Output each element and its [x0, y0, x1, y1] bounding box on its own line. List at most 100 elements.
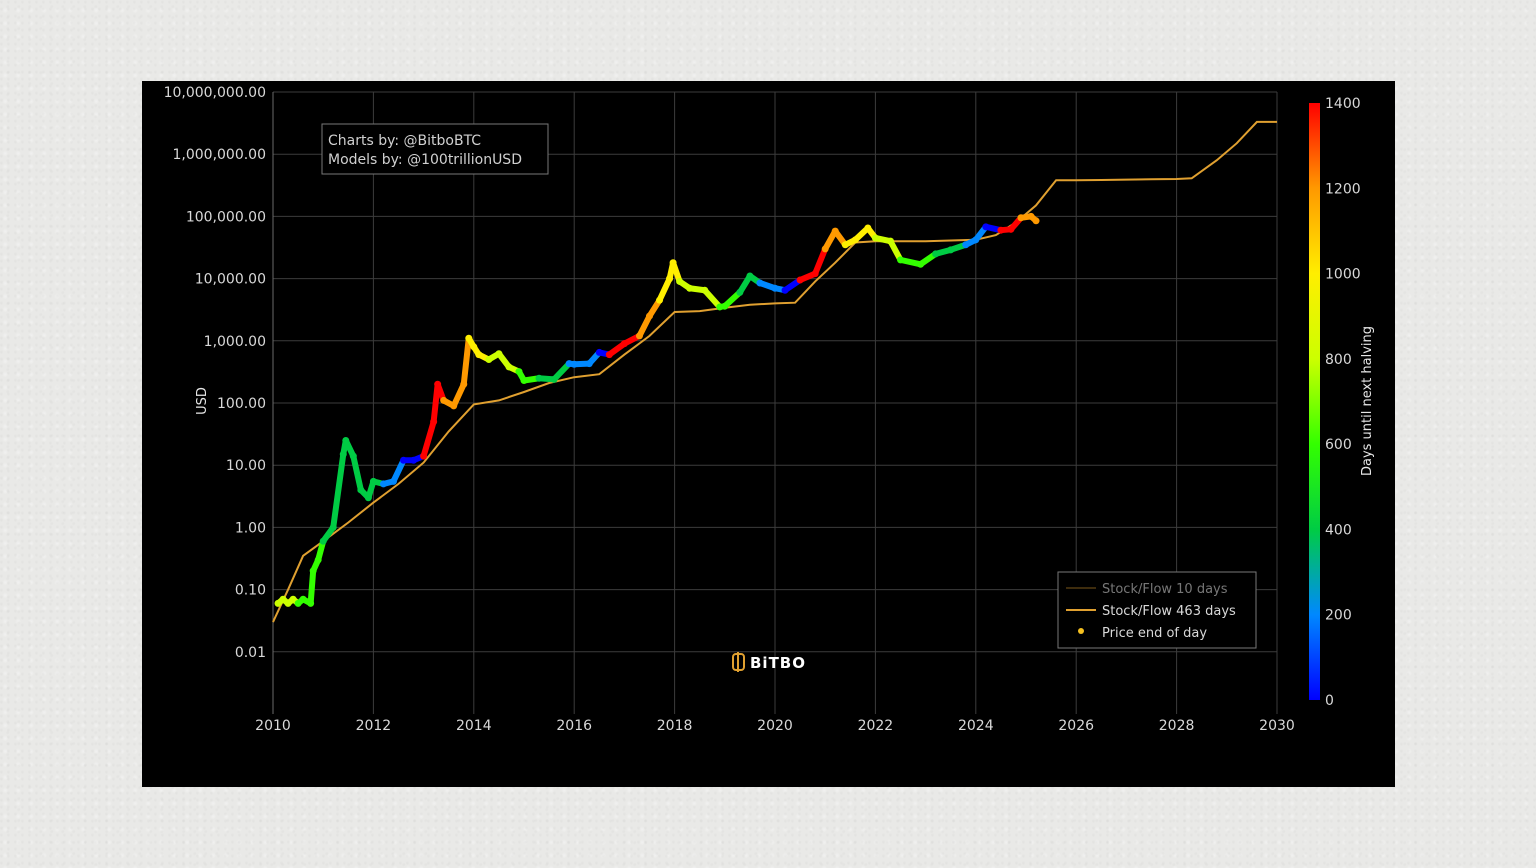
colorbar-tick-label: 1000	[1325, 267, 1361, 283]
brand-name: BiTBO	[750, 654, 806, 672]
legend-entry-sf463: Stock/Flow 463 days	[1102, 604, 1236, 619]
price-point	[721, 302, 729, 310]
price-chart: 2010 2012 2014 2016 2018 2020 2022 2024 2026 2028…	[164, 85, 1375, 734]
price-point	[279, 595, 287, 603]
price-point	[864, 224, 872, 232]
price-point	[771, 284, 779, 292]
price-point	[505, 363, 513, 371]
price-point	[349, 452, 357, 460]
price-point	[620, 340, 628, 348]
price-point	[515, 368, 523, 376]
price-point	[595, 348, 603, 356]
colorbar-tick-label: 0	[1325, 693, 1334, 709]
price-point	[781, 286, 789, 294]
price-point	[746, 272, 754, 280]
price-point	[886, 237, 894, 245]
price-point	[364, 494, 372, 502]
price-point	[389, 477, 397, 485]
price-point	[897, 256, 904, 264]
colorbar-scale	[1309, 103, 1320, 700]
price-segment	[656, 275, 673, 304]
y-axis: 10,000,000.00 1,000,000.00 100,000.00 10,00…	[164, 85, 266, 661]
chart-panel: 2010 2012 2014 2016 2018 2020 2022 2024 2026 2028…	[142, 81, 1395, 787]
price-point	[434, 380, 442, 388]
y-tick-label: 100.00	[217, 396, 266, 412]
y-axis-title: USD	[195, 387, 210, 415]
price-point	[666, 275, 674, 283]
price-segment	[887, 238, 904, 263]
price-point	[400, 456, 408, 464]
legend-swatch-price	[1078, 628, 1084, 634]
price-point	[470, 343, 478, 351]
price-point	[420, 452, 428, 460]
y-tick-label: 10,000,000.00	[164, 85, 266, 101]
bitbo-logo-icon	[732, 652, 745, 672]
price-point	[357, 486, 365, 494]
price-segment	[701, 287, 723, 310]
price-point	[284, 599, 292, 607]
price-point	[831, 227, 839, 235]
price-segment	[460, 335, 472, 388]
price-point	[294, 599, 302, 607]
price-point	[686, 284, 694, 292]
price-segment	[390, 457, 407, 485]
price-point	[1027, 212, 1035, 220]
legend-entry-price: Price end of day	[1102, 626, 1207, 641]
credit-models: Models by: @100trillionUSD	[328, 152, 522, 168]
brand-logo: BiTBO	[732, 652, 806, 672]
x-tick-label: 2028	[1159, 718, 1195, 734]
price-point	[299, 595, 307, 603]
price-point	[314, 556, 322, 564]
price-segment	[307, 567, 317, 607]
price-point	[646, 312, 653, 320]
price-point	[821, 245, 829, 253]
price-point	[535, 374, 543, 382]
x-tick-label: 2026	[1058, 718, 1094, 734]
price-point	[1017, 214, 1025, 222]
y-tick-label: 1,000.00	[204, 334, 266, 350]
x-tick-label: 2014	[456, 718, 492, 734]
colorbar-tick-label: 1200	[1325, 181, 1361, 197]
price-point	[319, 537, 327, 545]
price-point	[460, 380, 468, 388]
price-point	[339, 450, 347, 458]
y-tick-label: 10.00	[226, 458, 266, 474]
price-point	[410, 456, 418, 464]
y-tick-label: 1,000,000.00	[172, 147, 266, 163]
price-point	[570, 360, 578, 368]
colorbar-tick-label: 600	[1325, 437, 1352, 453]
price-point	[369, 477, 377, 485]
price-point	[550, 375, 558, 383]
price-segment	[420, 418, 437, 460]
x-tick-label: 2030	[1259, 718, 1295, 734]
price-point	[736, 288, 744, 296]
price-point	[701, 286, 709, 294]
price-point	[841, 241, 849, 249]
price-point	[440, 396, 448, 404]
price-point	[307, 599, 315, 607]
price-point	[485, 356, 493, 364]
price-point	[289, 595, 297, 603]
price-point	[475, 351, 483, 359]
price-point	[274, 599, 282, 607]
price-point	[982, 223, 990, 231]
price-point	[962, 241, 970, 249]
colorbar-tick-label: 1400	[1325, 96, 1361, 112]
x-tick-label: 2020	[757, 718, 793, 734]
price-point	[635, 332, 643, 340]
price-point	[932, 250, 940, 258]
colorbar-tick-label: 400	[1325, 522, 1352, 538]
y-tick-label: 100,000.00	[186, 209, 266, 225]
x-tick-label: 2024	[958, 718, 994, 734]
grid	[272, 91, 1278, 714]
x-tick-label: 2022	[858, 718, 894, 734]
price-point	[329, 523, 337, 531]
price-point	[1007, 225, 1015, 233]
price-point	[495, 350, 503, 358]
y-tick-label: 0.10	[235, 583, 266, 599]
price-point	[947, 246, 955, 254]
price-point	[676, 277, 684, 285]
x-tick-label: 2012	[356, 718, 392, 734]
price-point	[342, 436, 350, 444]
price-point	[379, 480, 387, 488]
